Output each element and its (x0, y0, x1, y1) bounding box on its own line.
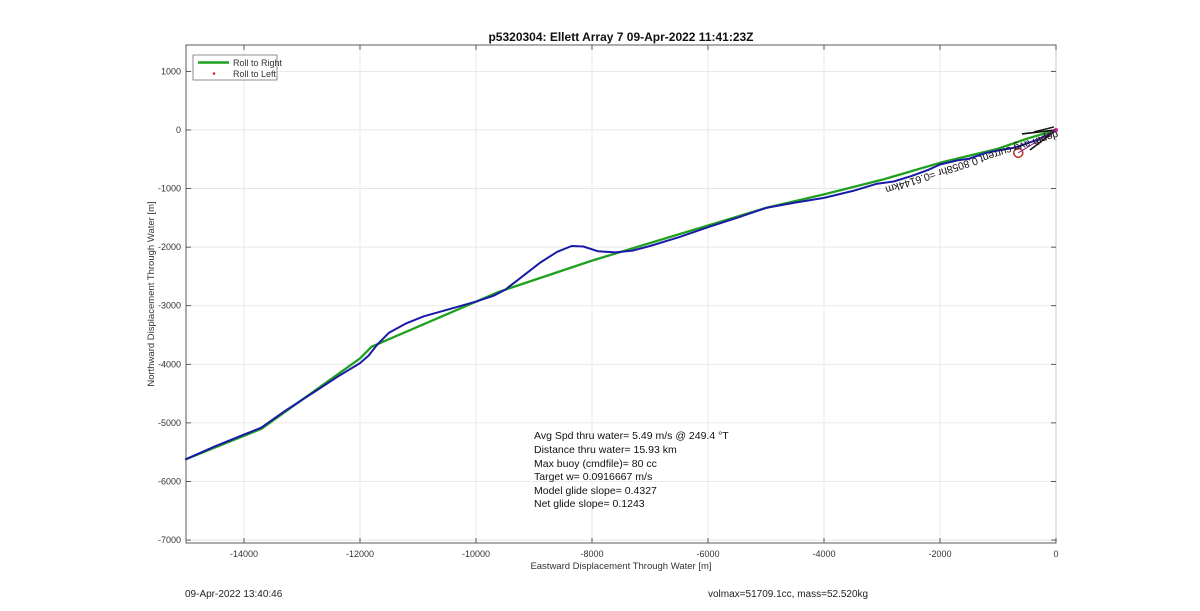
x-tick-label: -12000 (346, 549, 374, 559)
y-tick-label: 0 (176, 125, 181, 135)
footer-vehicle-params: volmax=51709.1cc, mass=52.520kg (708, 589, 868, 600)
legend-label-roll-left: Roll to Left (233, 69, 277, 79)
y-tick-label: -2000 (158, 242, 181, 252)
x-tick-label: -8000 (580, 549, 603, 559)
x-tick-label: -6000 (696, 549, 719, 559)
x-tick-label: 0 (1053, 549, 1058, 559)
legend: Roll to Right Roll to Left (193, 55, 283, 80)
legend-label-roll-right: Roll to Right (233, 58, 283, 68)
x-axis-label: Eastward Displacement Through Water [m] (530, 561, 711, 572)
stat-net-glide-slope: Net glide slope= 0.1243 (534, 498, 645, 510)
y-tick-label: 1000 (161, 66, 181, 76)
stat-max-buoy: Max buoy (cmdfile)= 80 cc (534, 458, 657, 470)
y-tick-label: -4000 (158, 359, 181, 369)
y-tick-label: -1000 (158, 184, 181, 194)
x-tick-label: -10000 (462, 549, 490, 559)
y-tick-label: -6000 (158, 476, 181, 486)
y-axis-label: Northward Displacement Through Water [m] (146, 201, 157, 386)
stat-model-glide-slope: Model glide slope= 0.4327 (534, 485, 657, 497)
y-tick-label: -7000 (158, 535, 181, 545)
stat-target-w: Target w= 0.0916667 m/s (534, 471, 652, 483)
x-tick-label: -14000 (230, 549, 258, 559)
y-tick-label: -5000 (158, 418, 181, 428)
x-tick-label: -4000 (812, 549, 835, 559)
footer-timestamp: 09-Apr-2022 13:40:46 (185, 589, 282, 600)
y-tick-label: -3000 (158, 301, 181, 311)
stat-distance: Distance thru water= 15.93 km (534, 444, 677, 456)
chart-title: p5320304: Ellett Array 7 09-Apr-2022 11:… (488, 30, 753, 44)
stat-avg-speed: Avg Spd thru water= 5.49 m/s @ 249.4 °T (534, 430, 729, 442)
legend-swatch-roll-left (213, 72, 216, 75)
x-tick-label: -2000 (928, 549, 951, 559)
